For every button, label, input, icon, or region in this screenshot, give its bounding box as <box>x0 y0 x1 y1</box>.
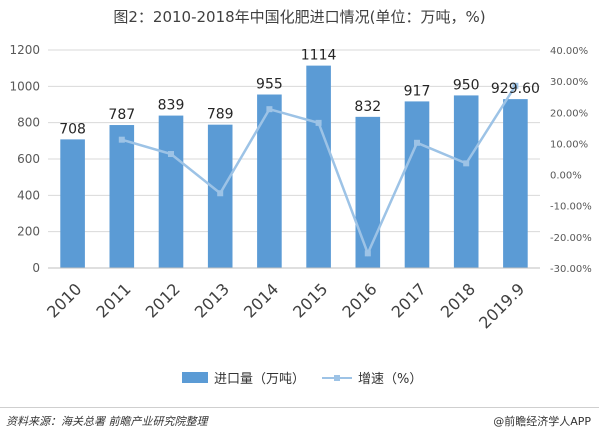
growth-point-2011 <box>118 136 125 143</box>
y-right-tick-label: -20.00% <box>550 233 592 244</box>
bar-2019.9 <box>503 99 528 268</box>
legend-item-growth: 增速（%） <box>322 366 422 388</box>
legend-swatch-line <box>322 372 352 383</box>
bar-data-label: 917 <box>404 83 431 99</box>
bar-2015 <box>306 65 331 268</box>
legend-swatch-bar <box>182 371 208 383</box>
y-right-tick-label: 10.00% <box>550 139 588 150</box>
bar-2014 <box>257 94 282 268</box>
x-tick-label: 2011 <box>92 279 134 321</box>
x-tick-label: 2013 <box>191 279 233 321</box>
footer-divider <box>0 407 599 408</box>
x-tick-label: 2017 <box>388 279 430 321</box>
bar-data-label: 955 <box>256 77 283 93</box>
brand-credit: @前瞻经济学人APP <box>493 415 591 428</box>
y-left-tick-label: 200 <box>17 225 40 239</box>
y-right-tick-label: 30.00% <box>550 77 588 88</box>
legend-item-import: 进口量（万吨） <box>182 366 305 388</box>
chart-legend: 进口量（万吨） 增速（%） <box>0 366 599 388</box>
x-tick-label: 2010 <box>43 279 85 321</box>
bar-data-label: 708 <box>59 121 86 137</box>
growth-point-2013 <box>217 190 224 197</box>
growth-point-2019.9 <box>512 82 519 89</box>
bar-data-label: 787 <box>108 107 135 123</box>
bar-data-label: 1114 <box>301 48 337 64</box>
bar-2010 <box>60 139 85 268</box>
bar-data-label: 789 <box>207 107 234 123</box>
bar-data-label: 950 <box>453 77 480 93</box>
growth-point-2016 <box>364 250 371 257</box>
growth-point-2017 <box>414 139 420 146</box>
x-tick-label: 2018 <box>437 279 479 321</box>
y-left-tick-label: 0 <box>32 261 40 275</box>
chart-title: 图2：2010-2018年中国化肥进口情况(单位：万吨，%) <box>113 8 486 26</box>
growth-point-2012 <box>168 151 174 158</box>
y-right-tick-label: 0.00% <box>550 171 582 182</box>
bar-data-label: 929.60 <box>491 81 540 97</box>
bar-2013 <box>207 124 233 268</box>
x-tick-label: 2016 <box>338 279 380 321</box>
y-left-tick-label: 1000 <box>9 79 40 93</box>
source-note: 资料来源：海关总署 前瞻产业研究院整理 <box>6 415 208 428</box>
y-left-tick-label: 1200 <box>9 43 40 57</box>
x-tick-label: 2012 <box>142 279 184 321</box>
bar-2012 <box>158 115 184 268</box>
bar-2018 <box>453 95 479 269</box>
y-right-tick-label: -10.00% <box>550 202 592 213</box>
growth-point-2015 <box>315 119 322 126</box>
bar-data-label: 832 <box>354 99 381 115</box>
bar-2011 <box>109 125 135 268</box>
y-right-tick-label: -30.00% <box>550 264 592 275</box>
y-left-tick-label: 400 <box>17 188 40 202</box>
growth-point-2018 <box>463 160 470 167</box>
bar-2016 <box>355 116 381 268</box>
bar-2017 <box>404 101 430 268</box>
legend-label-import: 进口量（万吨） <box>214 371 306 387</box>
x-tick-label: 2014 <box>240 279 282 321</box>
y-left-tick-label: 800 <box>17 116 40 130</box>
growth-point-2014 <box>266 106 273 113</box>
y-right-tick-label: 40.00% <box>550 46 588 57</box>
bar-data-label: 839 <box>158 98 185 114</box>
x-tick-label: 2019.9 <box>475 279 528 332</box>
y-right-tick-label: 20.00% <box>550 108 588 119</box>
y-left-tick-label: 600 <box>17 152 40 166</box>
x-tick-label: 2015 <box>289 279 331 321</box>
legend-label-growth: 增速（%） <box>358 371 423 387</box>
